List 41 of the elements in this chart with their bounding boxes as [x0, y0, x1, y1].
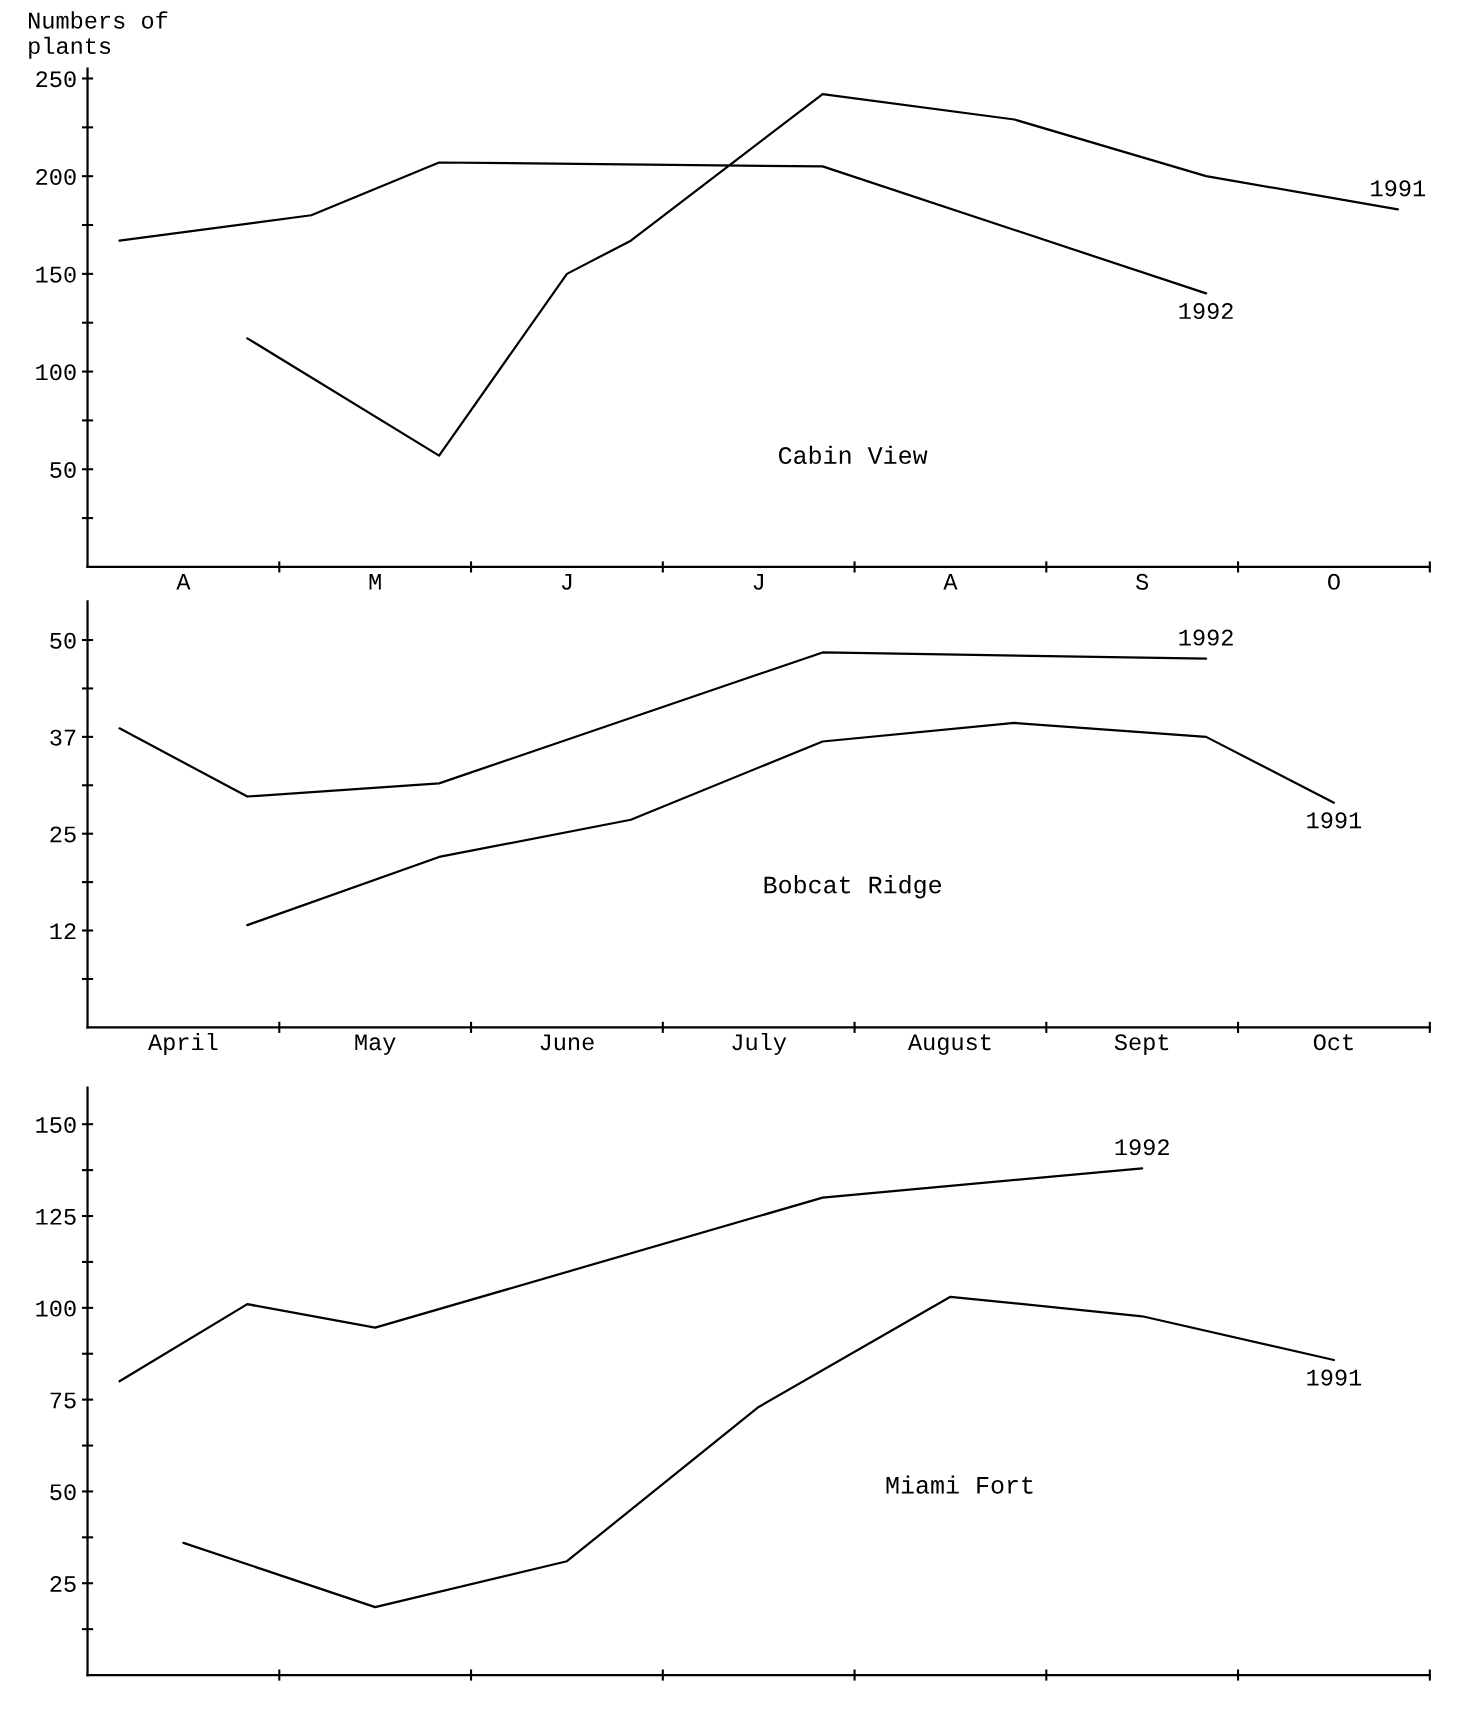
- text: Cabin View: [779, 445, 928, 465]
- series-label: 1991: [1307, 1369, 1362, 1386]
- y-tick-label: 75: [50, 1392, 76, 1409]
- y-tick-label: 25: [50, 826, 76, 843]
- y-tick-label: 100: [36, 1300, 76, 1317]
- y-tick-label: 50: [50, 632, 76, 649]
- y-axis-title: Numbers of plants: [29, 11, 168, 59]
- text: Bobcat Ridge: [764, 875, 941, 899]
- y-tick-label: 50: [50, 462, 76, 479]
- x-tick-label: J: [561, 574, 572, 590]
- y-tick-label: 37: [50, 729, 76, 746]
- x-tick-label: J: [753, 574, 763, 590]
- x-tick-label: April: [147, 1032, 218, 1055]
- x-tick-label: Sept: [1114, 1034, 1169, 1055]
- y-tick-label: 25: [50, 1576, 76, 1593]
- x-tick-label: M: [369, 574, 381, 590]
- y-tick-label: 200: [36, 168, 76, 185]
- x-tick-label: A: [176, 574, 191, 590]
- y-tick-label: 250: [36, 71, 76, 88]
- x-tick-label: A: [943, 574, 958, 590]
- x-tick-label: Oct: [1313, 1034, 1353, 1051]
- x-tick-label: O: [1328, 573, 1340, 590]
- x-tick-label: August: [907, 1034, 991, 1055]
- series-label: 1992: [1179, 303, 1233, 320]
- x-tick-label: June: [540, 1034, 594, 1051]
- y-tick-label: 150: [36, 1116, 76, 1133]
- y-tick-label: 125: [36, 1208, 76, 1225]
- y-tick-label: 150: [36, 266, 76, 283]
- x-tick-label: July: [732, 1032, 787, 1055]
- series-label: 1992: [1115, 1139, 1169, 1156]
- y-tick-label: 100: [36, 364, 76, 381]
- y-tick-label: 50: [50, 1484, 76, 1501]
- line-series: [118, 1167, 1144, 1383]
- text: Miami Fort: [886, 1475, 1033, 1494]
- series-label: 1992: [1179, 629, 1233, 646]
- series-label: 1991: [1307, 812, 1362, 829]
- line-series: [118, 651, 1208, 798]
- x-tick-label: May: [355, 1034, 396, 1055]
- x-tick-label: S: [1136, 573, 1149, 590]
- series-label: 1991: [1371, 180, 1426, 197]
- y-tick-label: 12: [50, 923, 76, 940]
